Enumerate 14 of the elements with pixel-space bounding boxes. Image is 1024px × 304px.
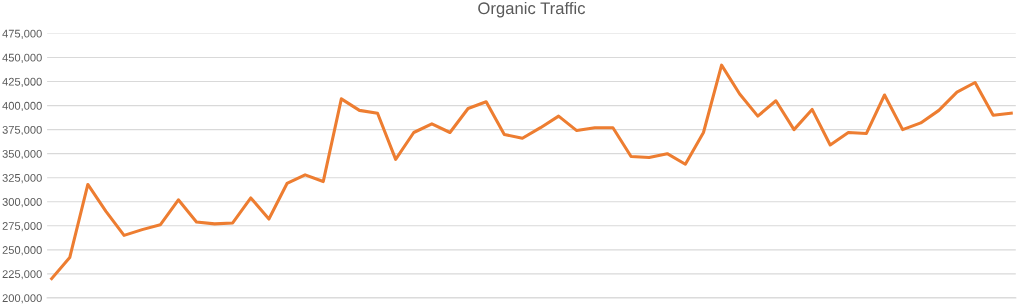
y-tick-label: 450,000	[2, 53, 42, 63]
y-tick-label: 275,000	[2, 222, 42, 232]
y-tick-label: 325,000	[2, 173, 42, 184]
chart-title: Organic Traffic	[478, 1, 586, 18]
y-tick-label: 300,000	[2, 198, 42, 208]
line-series	[50, 63, 1013, 281]
y-tick-label: 425,000	[2, 77, 42, 87]
y-tick-label: 350,000	[2, 149, 42, 160]
y-tick-label: 475,000	[2, 29, 42, 39]
y-tick-label: 225,000	[2, 270, 42, 280]
y-tick-label: 250,000	[2, 246, 42, 256]
y-tick-label: 375,000	[2, 125, 42, 136]
y-tick-label: 200,000	[2, 294, 42, 304]
y-tick-label: 400,000	[2, 101, 42, 112]
